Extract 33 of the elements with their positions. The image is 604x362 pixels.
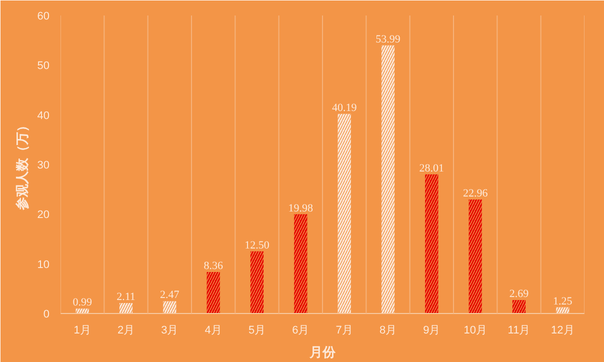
x-tick-label: 6月 xyxy=(292,324,310,336)
data-label: 2.47 xyxy=(160,289,180,302)
data-label: 53.99 xyxy=(376,33,401,46)
data-label: 2.69 xyxy=(509,288,530,300)
y-tick-label: 60 xyxy=(37,10,50,22)
x-tick-label: 7月 xyxy=(336,324,353,336)
x-tick-label: 2月 xyxy=(117,324,135,336)
data-label: 19.98 xyxy=(288,202,314,214)
data-label: 0.99 xyxy=(72,296,92,309)
x-tick-label: 9月 xyxy=(423,324,440,336)
y-axis-title: 参观人数（万） xyxy=(14,119,30,211)
y-tick-label: 0 xyxy=(43,308,50,320)
data-label: 8.36 xyxy=(204,260,224,272)
y-tick-label: 10 xyxy=(37,258,50,271)
x-tick-label: 5月 xyxy=(248,324,266,336)
y-tick-label: 50 xyxy=(37,60,50,72)
data-label: 40.19 xyxy=(332,102,358,114)
y-tick-label: 30 xyxy=(37,160,50,172)
x-axis-title: 月份 xyxy=(308,344,336,360)
x-tick-label: 3月 xyxy=(161,324,178,336)
x-tick-label: 11月 xyxy=(508,324,530,336)
x-tick-label: 8月 xyxy=(379,324,397,336)
y-tick-label: 20 xyxy=(37,209,50,222)
data-label: 2.11 xyxy=(116,291,136,304)
y-tick-label: 40 xyxy=(37,110,50,122)
data-label: 28.01 xyxy=(419,162,444,174)
data-label: 12.50 xyxy=(244,239,270,252)
data-label: 1.25 xyxy=(553,295,573,308)
x-tick-label: 12月 xyxy=(551,324,574,336)
x-tick-label: 10月 xyxy=(464,324,487,336)
x-tick-label: 4月 xyxy=(204,324,222,336)
data-label: 22.96 xyxy=(462,187,488,200)
x-tick-label: 1月 xyxy=(74,324,91,336)
